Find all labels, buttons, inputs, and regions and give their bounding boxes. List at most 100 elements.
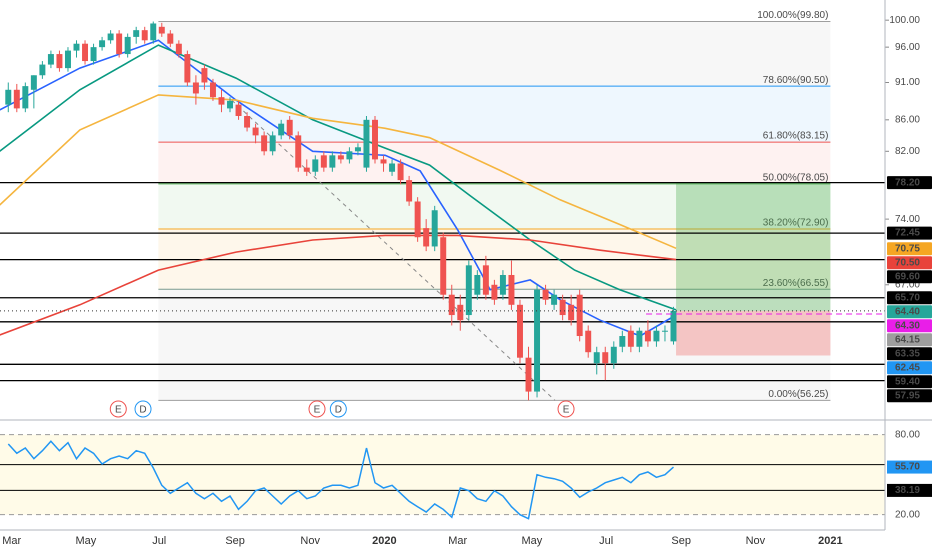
x-tick-label: Jul	[599, 535, 613, 547]
candle-body	[602, 352, 609, 364]
candle-body	[636, 330, 643, 347]
axes: 100.00 96.00 91.00 86.00 82.00 74.00 67.00 78.2…	[2, 15, 932, 547]
price-badge-label: 57.95	[895, 390, 920, 401]
rsi-badge-label: 38.19	[895, 485, 920, 496]
candle-body	[516, 304, 523, 358]
trend-line	[231, 99, 556, 401]
fib-band	[158, 289, 831, 401]
fib-label: 38.20%(72.90)	[763, 218, 829, 229]
candle-body	[397, 163, 404, 181]
candle-body	[278, 123, 285, 136]
candle-body	[47, 54, 54, 65]
candle-body	[551, 294, 558, 305]
candle-body	[380, 159, 387, 164]
candle-body	[448, 294, 455, 316]
candle-body	[423, 228, 430, 247]
y-tick-label: 74.00	[895, 214, 920, 225]
candle-body	[414, 201, 421, 238]
candle-body	[124, 36, 131, 55]
x-tick-label: Jul	[152, 535, 166, 547]
candle-body	[593, 352, 600, 364]
price-badge-label: 78.20	[895, 177, 920, 188]
candle-body	[99, 40, 106, 48]
price-badge	[887, 375, 932, 389]
x-tick-label: Mar	[2, 535, 21, 547]
candle-body	[201, 68, 208, 83]
candle-body	[653, 330, 660, 342]
rsi-band	[0, 434, 885, 515]
price-badge	[887, 333, 932, 347]
candle-body	[372, 119, 378, 160]
price-badge	[887, 361, 932, 375]
candle-body	[312, 159, 319, 172]
candle-body	[329, 155, 336, 168]
candle-body	[184, 54, 191, 83]
event-label: D	[139, 405, 146, 416]
price-badge	[887, 176, 932, 190]
candle-body	[5, 89, 12, 105]
candle-body	[619, 336, 626, 347]
candle-body	[576, 294, 583, 337]
candle-body	[141, 30, 148, 41]
candle-body	[363, 119, 370, 168]
candle-body	[542, 289, 549, 300]
y-tick-label: 82.00	[895, 146, 920, 157]
fib-band	[158, 21, 831, 87]
candle-body	[499, 274, 506, 295]
candle-body	[261, 135, 268, 152]
candle-body	[644, 330, 651, 342]
candle-body	[457, 304, 464, 321]
candle-body	[209, 82, 216, 98]
candle-body	[167, 33, 174, 44]
price-badge-label: 70.75	[895, 243, 920, 254]
price-badge-label: 63.35	[895, 348, 920, 359]
event-label: E	[115, 405, 122, 416]
candle-body	[39, 64, 46, 76]
candle-body	[465, 265, 472, 316]
candle-body	[354, 147, 361, 152]
fib-label: 78.60%(90.50)	[763, 75, 829, 86]
position-stop	[676, 310, 831, 356]
rsi-tick-label: 80.00	[895, 429, 920, 440]
x-tick-label: May	[522, 535, 543, 547]
candle-body	[90, 47, 97, 62]
event-label: E	[314, 405, 321, 416]
price-badge	[887, 305, 932, 319]
candle-body	[474, 274, 481, 295]
candle-body	[568, 304, 575, 321]
candle-body	[30, 75, 37, 90]
candle-body	[670, 310, 677, 342]
fib-band	[158, 86, 831, 143]
candle-body	[22, 86, 29, 109]
price-badge-label: 64.15	[895, 334, 920, 345]
candle-body	[64, 50, 71, 69]
fib-band	[158, 183, 831, 230]
price-badge-label: 64.40	[895, 306, 920, 317]
price-badge-label: 72.45	[895, 228, 920, 239]
price-badge	[887, 389, 932, 403]
event-marker	[308, 400, 326, 418]
price-badge-label: 70.50	[895, 257, 920, 268]
price-badge	[887, 270, 932, 284]
event-marker	[109, 400, 127, 418]
candle-body	[559, 299, 566, 316]
price-badge-label: 59.40	[895, 376, 920, 387]
price-badge-label: 62.45	[895, 362, 920, 373]
candle-body	[491, 284, 498, 300]
price-badge	[887, 226, 932, 240]
event-marker	[557, 400, 575, 418]
candle-body	[337, 155, 344, 160]
candle-body	[320, 155, 327, 168]
candle-body	[235, 104, 242, 116]
moving-average	[0, 234, 677, 336]
x-tick-label: Nov	[746, 535, 766, 547]
candle-body	[482, 265, 489, 295]
candle-body	[627, 330, 634, 347]
candle-body	[286, 119, 293, 136]
price-badge	[887, 242, 932, 256]
x-tick-label: Sep	[225, 535, 245, 547]
candle-body	[158, 26, 165, 34]
candle-body	[525, 357, 532, 392]
event-marker	[329, 400, 347, 418]
